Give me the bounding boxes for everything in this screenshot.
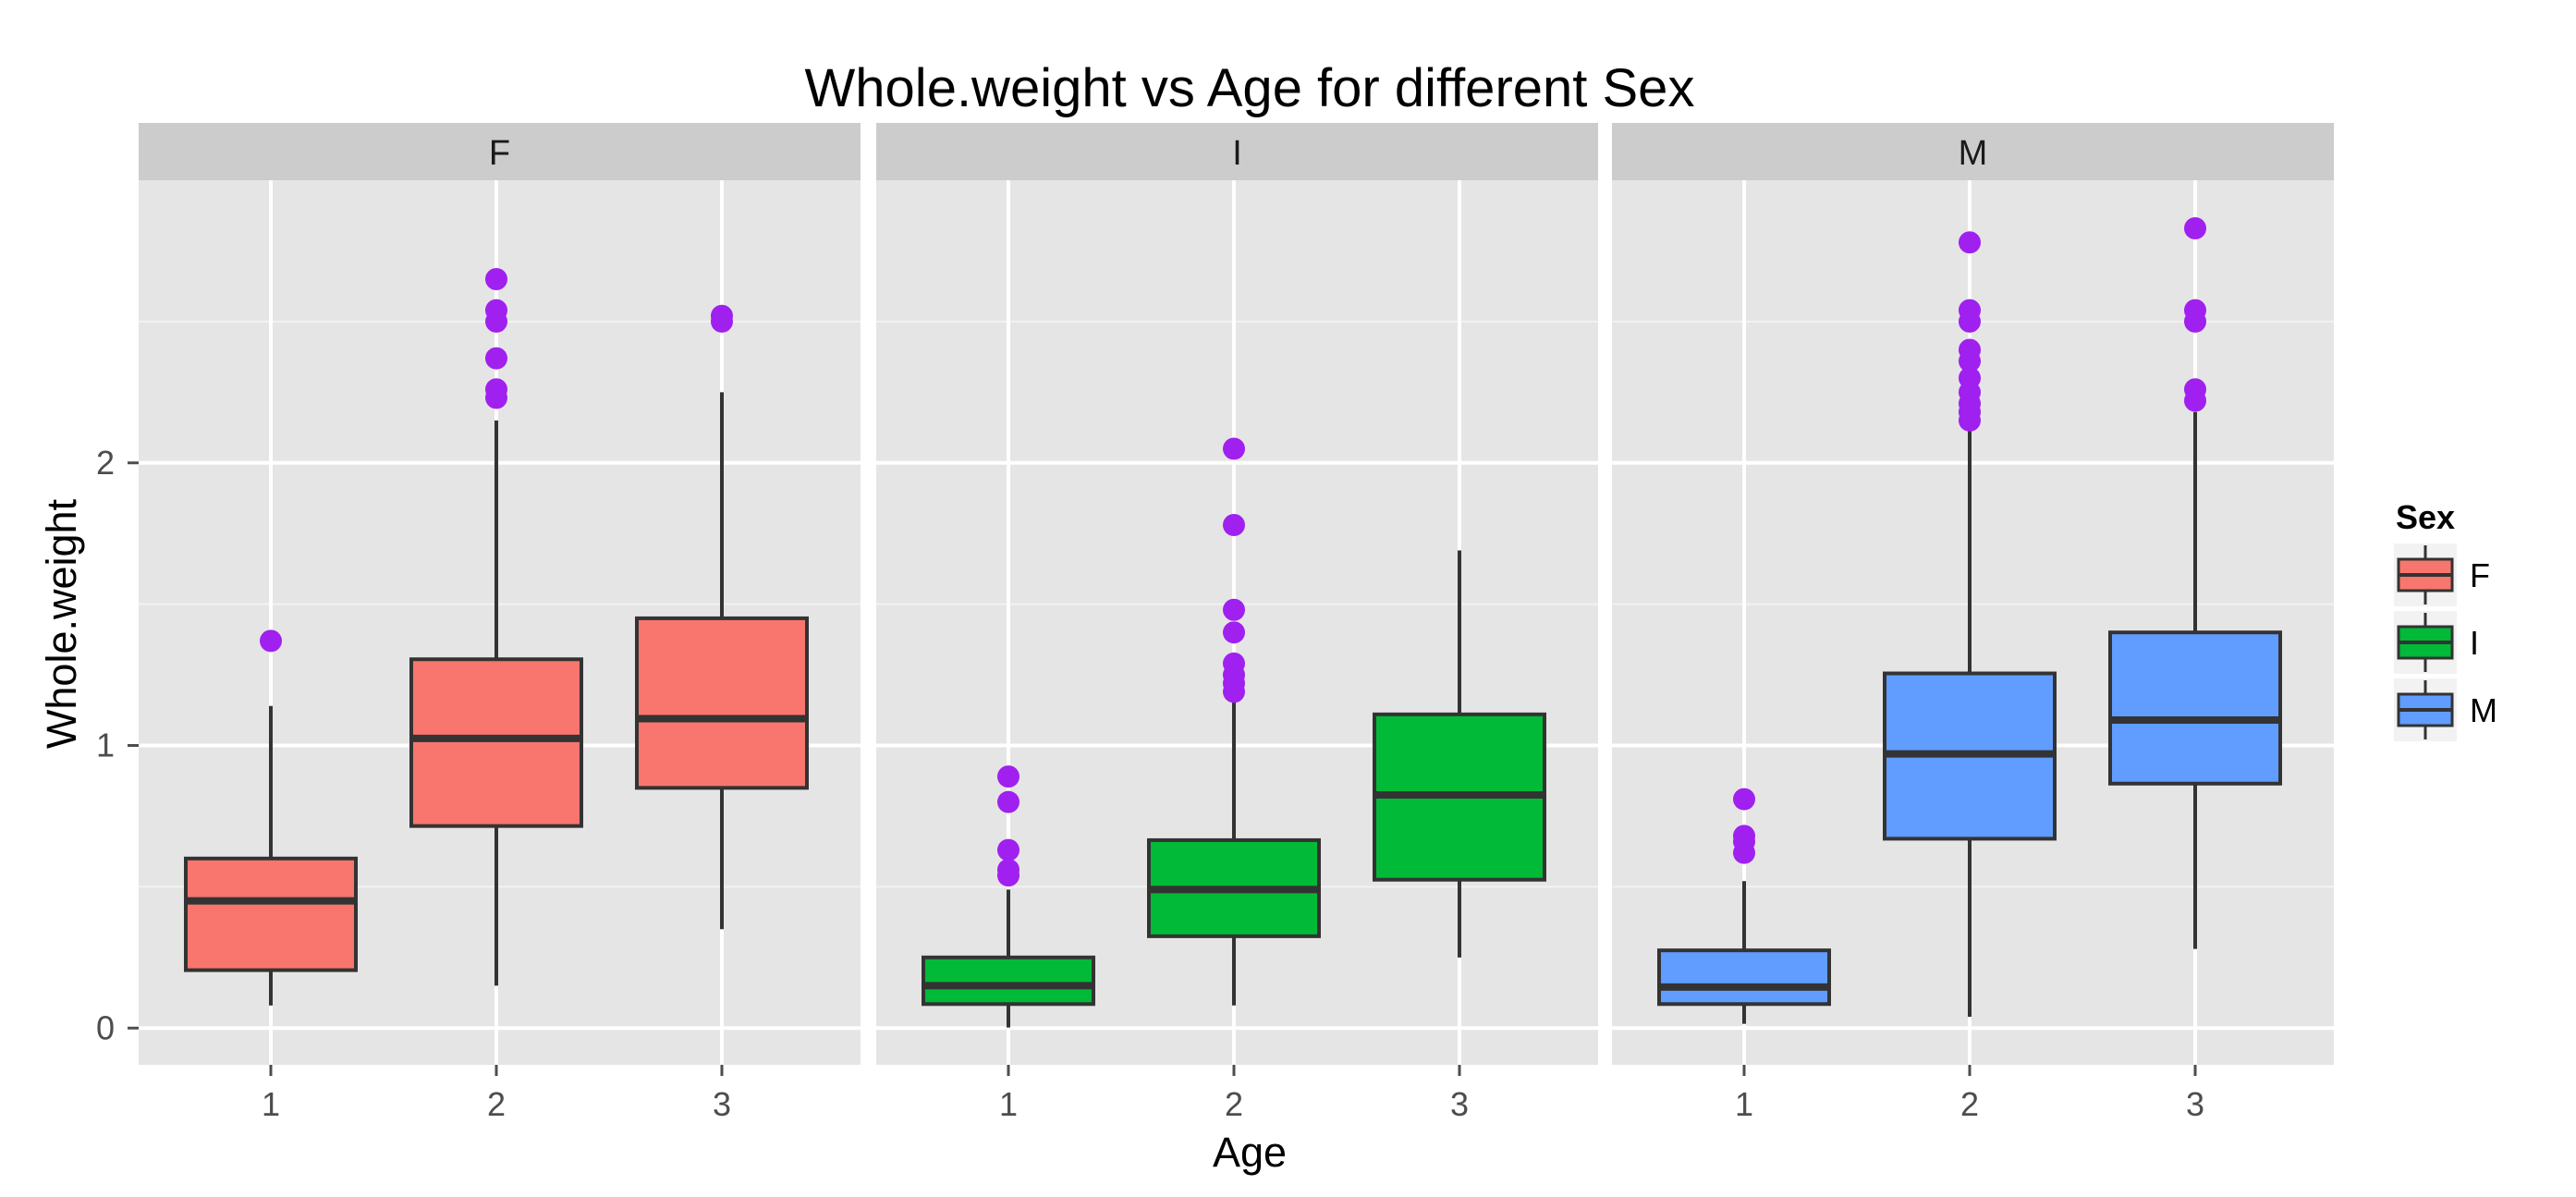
legend-label: M: [2470, 691, 2497, 729]
x-tick-label: 3: [713, 1085, 731, 1123]
outlier-point: [997, 838, 1019, 861]
facet-strip: [876, 123, 1598, 180]
box-iqr: [184, 856, 358, 972]
outlier-point: [2184, 378, 2206, 401]
legend-label: I: [2470, 624, 2479, 662]
outlier-point: [711, 304, 733, 327]
outlier-point: [485, 347, 507, 370]
box-iqr: [2108, 630, 2282, 786]
y-tick-label: 2: [96, 444, 115, 482]
outlier-point: [485, 268, 507, 291]
boxplot-I-3: [1373, 550, 1546, 958]
outlier-point: [1223, 598, 1245, 621]
chart-title: Whole.weight vs Age for different Sex: [805, 58, 1695, 118]
x-tick-label: 1: [262, 1085, 280, 1123]
boxplot-I-2: [1147, 437, 1321, 1006]
outlier-point: [1959, 338, 1981, 361]
x-tick-label: 1: [999, 1085, 1018, 1123]
legend-label: F: [2470, 556, 2490, 594]
x-tick-label: 1: [1735, 1085, 1753, 1123]
outlier-point: [997, 790, 1019, 813]
outlier-point: [1733, 788, 1755, 811]
boxplot-F-2: [409, 268, 583, 986]
x-tick-label: 3: [2186, 1085, 2204, 1123]
legend-title: Sex: [2396, 498, 2455, 536]
boxplot-I-1: [922, 765, 1095, 1028]
x-tick-label: 2: [1225, 1085, 1243, 1123]
facet-strip-label: M: [1959, 134, 1988, 173]
boxplot-M-1: [1657, 788, 1831, 1024]
boxplot-M-3: [2108, 216, 2282, 949]
outlier-point: [260, 629, 282, 653]
outlier-point: [1959, 299, 1981, 322]
boxplot-M-2: [1883, 231, 2057, 1018]
boxplot-F-3: [635, 304, 809, 930]
y-axis: 0 1 2: [96, 444, 139, 1046]
box-iqr: [922, 955, 1095, 1007]
facet-panels: F 1 2 3 I 1 2 3 M 1 2 3: [139, 123, 2334, 1123]
legend-entries: FIM: [2394, 544, 2497, 741]
x-axis-title: Age: [1213, 1129, 1287, 1176]
outlier-point: [1223, 437, 1245, 460]
outlier-point: [1959, 367, 1981, 390]
box-iqr: [635, 616, 809, 790]
outlier-point: [485, 378, 507, 401]
x-tick-label: 3: [1450, 1085, 1469, 1123]
outlier-point: [1223, 652, 1245, 675]
facet-strip-label: F: [489, 134, 510, 173]
boxplot-F-1: [184, 629, 358, 1006]
outlier-point: [997, 859, 1019, 882]
outlier-point: [1223, 621, 1245, 644]
outlier-point: [485, 299, 507, 322]
box-iqr: [1657, 948, 1831, 1007]
legend-entry-M: M: [2394, 678, 2497, 741]
outlier-point: [2184, 216, 2206, 239]
facet-panel-I: I 1 2 3: [876, 123, 1598, 1123]
x-tick-label: 2: [1960, 1085, 1979, 1123]
legend: Sex FIM: [2394, 498, 2497, 741]
outlier-point: [1223, 514, 1245, 537]
facet-panel-F: F 1 2 3: [139, 123, 861, 1123]
facet-strip-label: I: [1232, 134, 1242, 173]
facet-strip: [1612, 123, 2334, 180]
y-tick-label: 1: [96, 727, 115, 764]
facet-panel-M: M 1 2 3: [1612, 123, 2334, 1123]
legend-entry-F: F: [2394, 544, 2490, 606]
facet-strip: [139, 123, 861, 180]
outlier-point: [1733, 824, 1755, 848]
legend-entry-I: I: [2394, 611, 2479, 674]
outlier-point: [1959, 231, 1981, 254]
outlier-point: [2184, 299, 2206, 322]
y-axis-title: Whole.weight: [38, 498, 85, 749]
box-iqr: [409, 657, 583, 828]
x-tick-label: 2: [487, 1085, 506, 1123]
outlier-point: [997, 765, 1019, 788]
y-tick-label: 0: [96, 1008, 115, 1046]
